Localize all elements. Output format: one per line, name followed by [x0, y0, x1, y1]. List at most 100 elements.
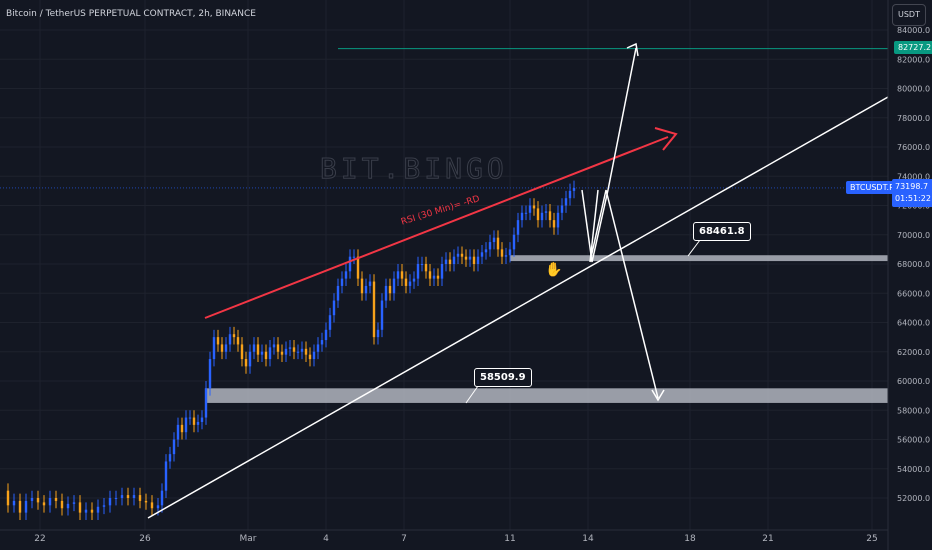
candle-body — [204, 388, 208, 418]
candle-body — [420, 264, 424, 265]
candle-body — [560, 205, 564, 213]
candle-body — [564, 198, 568, 206]
candle-body — [552, 220, 556, 228]
currency-button[interactable]: USDT — [892, 4, 926, 26]
red-arrowhead — [654, 127, 678, 151]
candle-body — [288, 347, 292, 349]
candle-body — [472, 256, 476, 264]
y-tick-label: 66000.0 — [897, 289, 930, 298]
x-tick-label: Mar — [240, 534, 257, 544]
candle-body — [396, 271, 400, 279]
y-tick-label: 54000.0 — [897, 465, 930, 474]
x-tick-label: 26 — [139, 534, 151, 544]
candle-body — [368, 281, 372, 286]
candle-body — [126, 495, 130, 498]
candle-body — [504, 255, 508, 257]
candle-body — [344, 271, 348, 279]
candle-body — [556, 212, 560, 228]
candle-body — [66, 503, 70, 509]
candle-body — [424, 264, 428, 272]
candle-body — [460, 253, 464, 257]
y-tick-label: 62000.0 — [897, 348, 930, 357]
candle-body — [160, 490, 164, 506]
candle-body — [236, 337, 240, 345]
candle-body — [324, 329, 328, 341]
candle-body — [428, 271, 432, 279]
candle-body — [352, 256, 356, 258]
candle-body — [256, 344, 260, 355]
candle-body — [304, 348, 308, 355]
candle-body — [484, 249, 488, 253]
candle-body — [264, 351, 268, 360]
candle-body — [260, 351, 264, 355]
candle-body — [132, 495, 136, 498]
candle-body — [196, 421, 200, 425]
candle-body — [164, 461, 168, 491]
x-tick-label: 25 — [866, 534, 877, 544]
candle-body — [144, 500, 148, 503]
candle-body — [520, 212, 524, 221]
candle-body — [138, 495, 142, 501]
y-tick-label: 68000.0 — [897, 260, 930, 269]
support-trendline — [147, 96, 889, 519]
candle-body — [216, 337, 220, 345]
candle-body — [500, 249, 504, 257]
candle-body — [340, 278, 344, 286]
candle-body — [568, 190, 572, 199]
callout-upper[interactable]: 68461.8 — [693, 222, 751, 241]
candle-body — [384, 285, 388, 301]
candle-body — [212, 337, 216, 360]
candle-body — [120, 495, 124, 498]
candle-body — [224, 344, 228, 352]
bear-path — [589, 189, 659, 399]
candle-body — [90, 509, 94, 513]
candle-body — [412, 278, 416, 282]
candle-body — [312, 351, 316, 360]
price-axis: 52000.0 54000.0 56000.0 58000.0 60000.0 62000… — [887, 0, 930, 550]
candle-body — [404, 278, 408, 286]
candle-body — [468, 256, 472, 260]
trend-lines — [147, 42, 889, 519]
candle-body — [320, 340, 324, 345]
candle-body — [268, 347, 272, 360]
candle-body — [84, 509, 88, 513]
candle-body — [272, 344, 276, 348]
candle-countdown: 01:51:22 — [895, 194, 931, 203]
candle-body — [544, 211, 548, 213]
y-tick-label: 80000.0 — [897, 85, 930, 94]
candle-body — [536, 208, 540, 221]
candle-body — [508, 249, 512, 256]
support-zone-lower — [205, 388, 888, 403]
candle-body — [380, 300, 384, 330]
candle-body — [376, 329, 380, 338]
candle-body — [220, 344, 224, 352]
candle-body — [180, 424, 184, 433]
candle-body — [54, 498, 58, 501]
support-zones — [0, 48, 888, 403]
candle-body — [364, 285, 368, 294]
candle-body — [528, 205, 532, 213]
callout-pointer — [465, 385, 479, 404]
candle-body — [296, 351, 300, 353]
candle-body — [328, 315, 332, 330]
candle-body — [440, 264, 444, 279]
candle-body — [540, 212, 544, 221]
callout-lower[interactable]: 58509.9 — [474, 368, 532, 387]
candle-body — [572, 187, 576, 191]
candle-body — [336, 285, 340, 301]
y-tick-label: 78000.0 — [897, 114, 930, 123]
candle-body — [316, 344, 320, 352]
candle-body — [524, 212, 528, 214]
y-tick-label: 52000.0 — [897, 494, 930, 503]
candle-body — [392, 278, 396, 294]
candle-body — [280, 351, 284, 355]
y-tick-label: 60000.0 — [897, 377, 930, 386]
target-price-tag: 82727.2 — [894, 41, 932, 54]
y-tick-label: 58000.0 — [897, 406, 930, 415]
y-tick-label: 70000.0 — [897, 231, 930, 240]
candle-body — [436, 275, 440, 279]
last-price: 73198.7 — [895, 182, 929, 191]
candle-body — [192, 417, 196, 425]
candle-body — [200, 417, 204, 422]
